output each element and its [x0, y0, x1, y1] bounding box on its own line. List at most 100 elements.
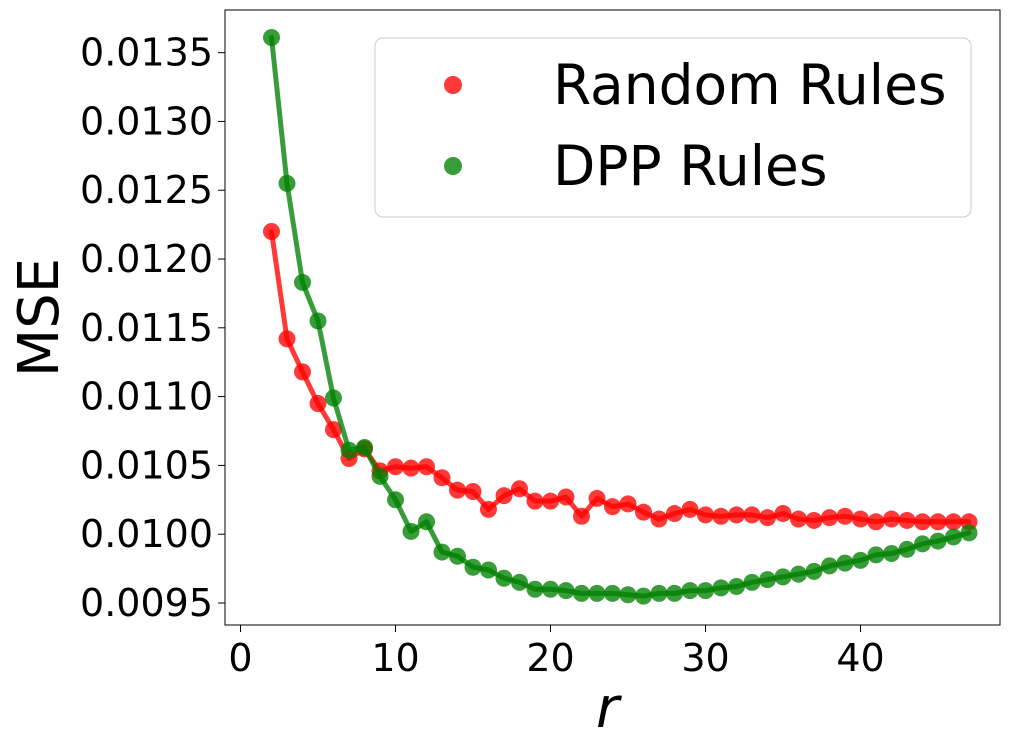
data-point [650, 584, 668, 602]
data-point [325, 421, 342, 439]
axes-layer: 0 10 20 30 40 0.0095 0.0100 0.0105 0.0110 0.0115 0… [7, 9, 1001, 741]
data-point [387, 458, 404, 476]
data-point [945, 513, 962, 531]
data-point [743, 506, 761, 524]
data-point [821, 509, 838, 527]
data-point [821, 557, 838, 575]
y-tick-label: 0.0115 [80, 306, 213, 350]
data-point [449, 481, 466, 499]
data-point [495, 569, 513, 587]
legend: Random Rules DPP Rules [374, 37, 972, 218]
data-point [619, 586, 637, 604]
data-point [356, 439, 373, 457]
data-point [278, 330, 296, 348]
data-point [294, 363, 311, 381]
data-point [790, 510, 807, 528]
data-point [852, 510, 869, 528]
data-point [836, 507, 854, 525]
data-point [635, 587, 652, 605]
y-tick-label: 0.0130 [80, 99, 213, 143]
data-point [573, 507, 590, 525]
data-point [402, 522, 420, 540]
x-tick-label: 20 [526, 636, 574, 680]
y-tick-label: 0.0125 [80, 168, 213, 212]
data-point [945, 528, 962, 546]
data-point [511, 573, 528, 591]
data-point [914, 513, 931, 531]
data-point [914, 535, 931, 553]
data-point [898, 540, 916, 558]
data-point [433, 543, 451, 561]
data-point [759, 571, 776, 589]
data-point [867, 513, 885, 531]
data-point [604, 498, 621, 516]
data-point [728, 506, 745, 524]
data-point [852, 551, 869, 569]
data-point [681, 500, 699, 518]
legend-marker-1 [444, 157, 462, 175]
data-point [759, 509, 776, 527]
legend-label-1: DPP Rules [553, 134, 828, 198]
y-tick-label: 0.0120 [80, 237, 213, 281]
data-point [712, 507, 730, 525]
data-point [898, 511, 916, 529]
data-point [883, 544, 900, 562]
y-tick-label: 0.0135 [80, 31, 213, 75]
x-tick-label: 30 [681, 636, 729, 680]
x-axis-label: r [596, 676, 622, 741]
data-point [278, 174, 296, 192]
x-tick-label: 40 [836, 636, 884, 680]
data-point [790, 565, 807, 583]
data-point [697, 506, 714, 524]
data-point [418, 458, 435, 476]
data-point [402, 459, 420, 477]
series-1 [263, 29, 978, 605]
y-axis-label: MSE [7, 258, 72, 377]
data-point [573, 584, 590, 602]
data-point [511, 480, 528, 498]
data-point [619, 495, 637, 513]
y-tick-label: 0.0110 [80, 375, 213, 419]
data-point [805, 562, 823, 580]
data-point [666, 584, 683, 602]
data-point [309, 394, 327, 412]
data-point [387, 491, 404, 509]
data-point [867, 546, 885, 564]
series-layer [263, 29, 978, 605]
data-point [774, 568, 792, 586]
data-point [666, 505, 683, 523]
data-point [495, 487, 513, 505]
data-point [263, 29, 280, 47]
data-point [464, 483, 482, 501]
data-point [371, 467, 389, 485]
data-point [743, 573, 761, 591]
data-point [542, 492, 559, 510]
data-point [712, 579, 730, 597]
data-point [263, 223, 280, 241]
data-point [480, 500, 497, 518]
y-tick-label: 0.0100 [80, 512, 213, 556]
data-point [526, 580, 544, 598]
data-point [774, 505, 792, 523]
y-tick-label: 0.0105 [80, 443, 213, 487]
data-point [480, 561, 497, 579]
data-point [929, 513, 947, 531]
data-point [588, 489, 606, 507]
data-point [418, 513, 435, 531]
data-point [929, 532, 947, 550]
data-point [883, 510, 900, 528]
legend-label-0: Random Rules [553, 53, 947, 117]
data-point [433, 469, 451, 487]
legend-marker-0 [444, 76, 462, 94]
data-point [309, 312, 327, 330]
data-point [805, 511, 823, 529]
data-point [635, 503, 652, 521]
data-point [340, 441, 358, 459]
data-point [526, 492, 544, 510]
data-point [604, 584, 621, 602]
plot-frame [224, 9, 1001, 626]
data-point [294, 273, 311, 291]
data-point [650, 510, 668, 528]
data-point [557, 488, 575, 506]
